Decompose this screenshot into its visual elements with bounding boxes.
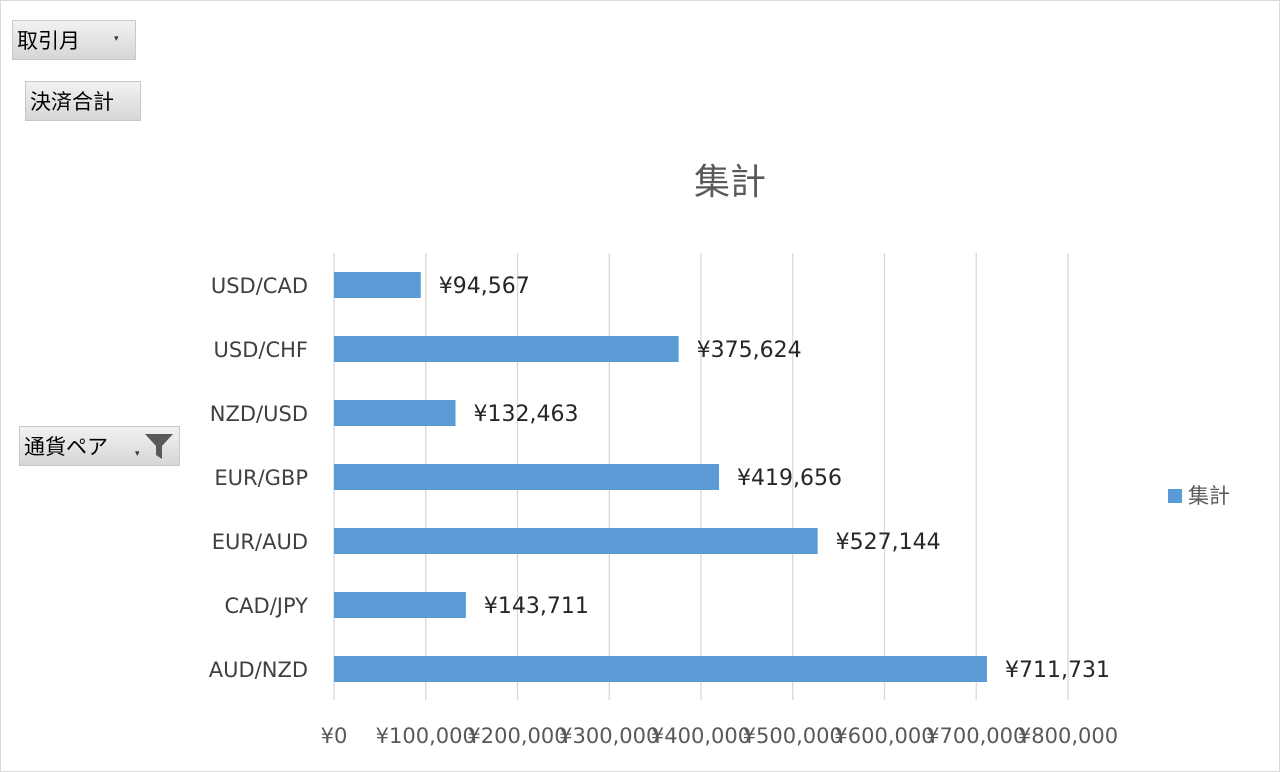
x-tick-label: ¥0	[321, 724, 348, 748]
value-field-button[interactable]: 決済合計	[25, 81, 141, 121]
data-label: ¥143,711	[484, 594, 589, 619]
x-tick-label: ¥300,000	[559, 724, 659, 748]
data-label: ¥527,144	[836, 530, 941, 555]
bars	[334, 272, 988, 682]
bar	[334, 400, 456, 426]
bar	[334, 336, 679, 362]
data-label: ¥711,731	[1005, 658, 1110, 683]
axis-field-label: 通貨ペア	[24, 435, 108, 459]
x-tick-label: ¥100,000	[376, 724, 476, 748]
bar	[334, 656, 988, 682]
month-filter-label: 取引月	[17, 29, 80, 53]
x-tick-label: ¥800,000	[1018, 724, 1118, 748]
x-tick-label: ¥600,000	[834, 724, 934, 748]
legend: 集計	[1168, 484, 1230, 508]
x-tick-labels: ¥0 ¥100,000¥200,000¥300,000¥400,000¥500,0…	[321, 724, 1118, 748]
data-labels: ¥94,567 ¥375,624 ¥132,463 ¥419,656 ¥527,144 ¥…	[439, 274, 1110, 683]
x-tick-label: ¥200,000	[467, 724, 567, 748]
bar	[334, 528, 818, 554]
category-label: USD/CAD	[211, 274, 308, 298]
data-label: ¥375,624	[697, 338, 802, 363]
bar	[334, 592, 466, 618]
bar	[334, 464, 720, 490]
chevron-down-icon[interactable]: ▾	[135, 449, 140, 459]
axis-field-button[interactable]: 通貨ペア ▾	[19, 426, 180, 466]
category-labels: USD/CAD USD/CHF NZD/USD EUR/GBP EUR/AUD CAD/J…	[209, 274, 308, 682]
category-label: USD/CHF	[214, 338, 308, 362]
bar	[334, 272, 421, 298]
x-tick-label: ¥500,000	[743, 724, 843, 748]
chart-title: 集計	[694, 162, 766, 203]
value-field-label: 決済合計	[30, 90, 114, 114]
x-tick-label: ¥400,000	[651, 724, 751, 748]
month-filter-button[interactable]: 取引月 ▾	[12, 20, 136, 60]
category-label: NZD/USD	[210, 402, 308, 426]
chevron-down-icon[interactable]: ▾	[114, 34, 119, 44]
category-label: EUR/AUD	[212, 530, 308, 554]
data-label: ¥94,567	[439, 274, 530, 299]
x-tick-label: ¥700,000	[926, 724, 1026, 748]
filter-icon[interactable]	[144, 433, 174, 461]
category-label: CAD/JPY	[225, 594, 309, 618]
data-label: ¥132,463	[474, 402, 579, 427]
category-label: EUR/GBP	[214, 466, 308, 490]
legend-entry: 集計	[1188, 484, 1230, 508]
legend-swatch	[1168, 489, 1182, 503]
data-label: ¥419,656	[737, 466, 842, 491]
category-label: AUD/NZD	[209, 658, 308, 682]
